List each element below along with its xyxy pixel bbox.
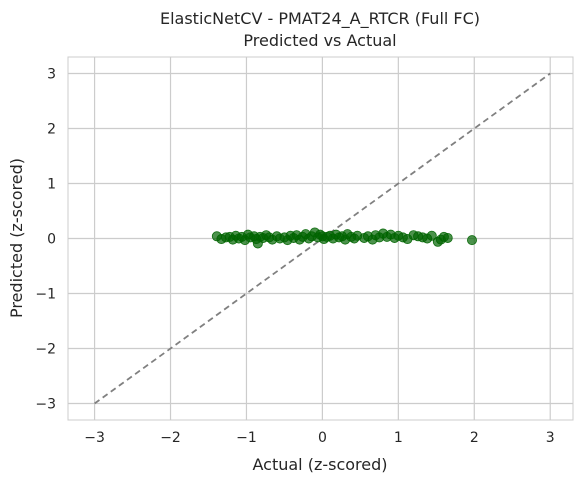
x-tick-label: 1 (394, 430, 403, 446)
y-tick-label: 3 (47, 67, 56, 83)
x-tick-labels: −3 −2 −1 0 1 2 3 (84, 430, 554, 446)
y-axis-title: Predicted (z-scored) (7, 158, 26, 318)
x-axis-title: Actual (z-scored) (252, 455, 387, 474)
x-tick-label: −3 (84, 430, 105, 446)
x-tick-label: −2 (160, 430, 181, 446)
y-tick-labels: −3 −2 −1 0 1 2 3 (35, 67, 56, 413)
x-tick-label: 0 (318, 430, 327, 446)
y-tick-label: 0 (47, 232, 56, 248)
chart-title: ElasticNetCV - PMAT24_A_RTCR (Full FC) (160, 9, 480, 29)
chart-subtitle: Predicted vs Actual (243, 31, 396, 50)
x-tick-label: 3 (546, 430, 555, 446)
y-tick-label: 2 (47, 122, 56, 138)
data-point (443, 233, 452, 242)
data-point (467, 236, 476, 245)
x-tick-label: −1 (236, 430, 257, 446)
y-tick-label: −3 (35, 397, 56, 413)
x-tick-label: 2 (470, 430, 479, 446)
y-tick-label: −1 (35, 287, 56, 303)
y-tick-label: −2 (35, 342, 56, 358)
y-tick-label: 1 (47, 177, 56, 193)
